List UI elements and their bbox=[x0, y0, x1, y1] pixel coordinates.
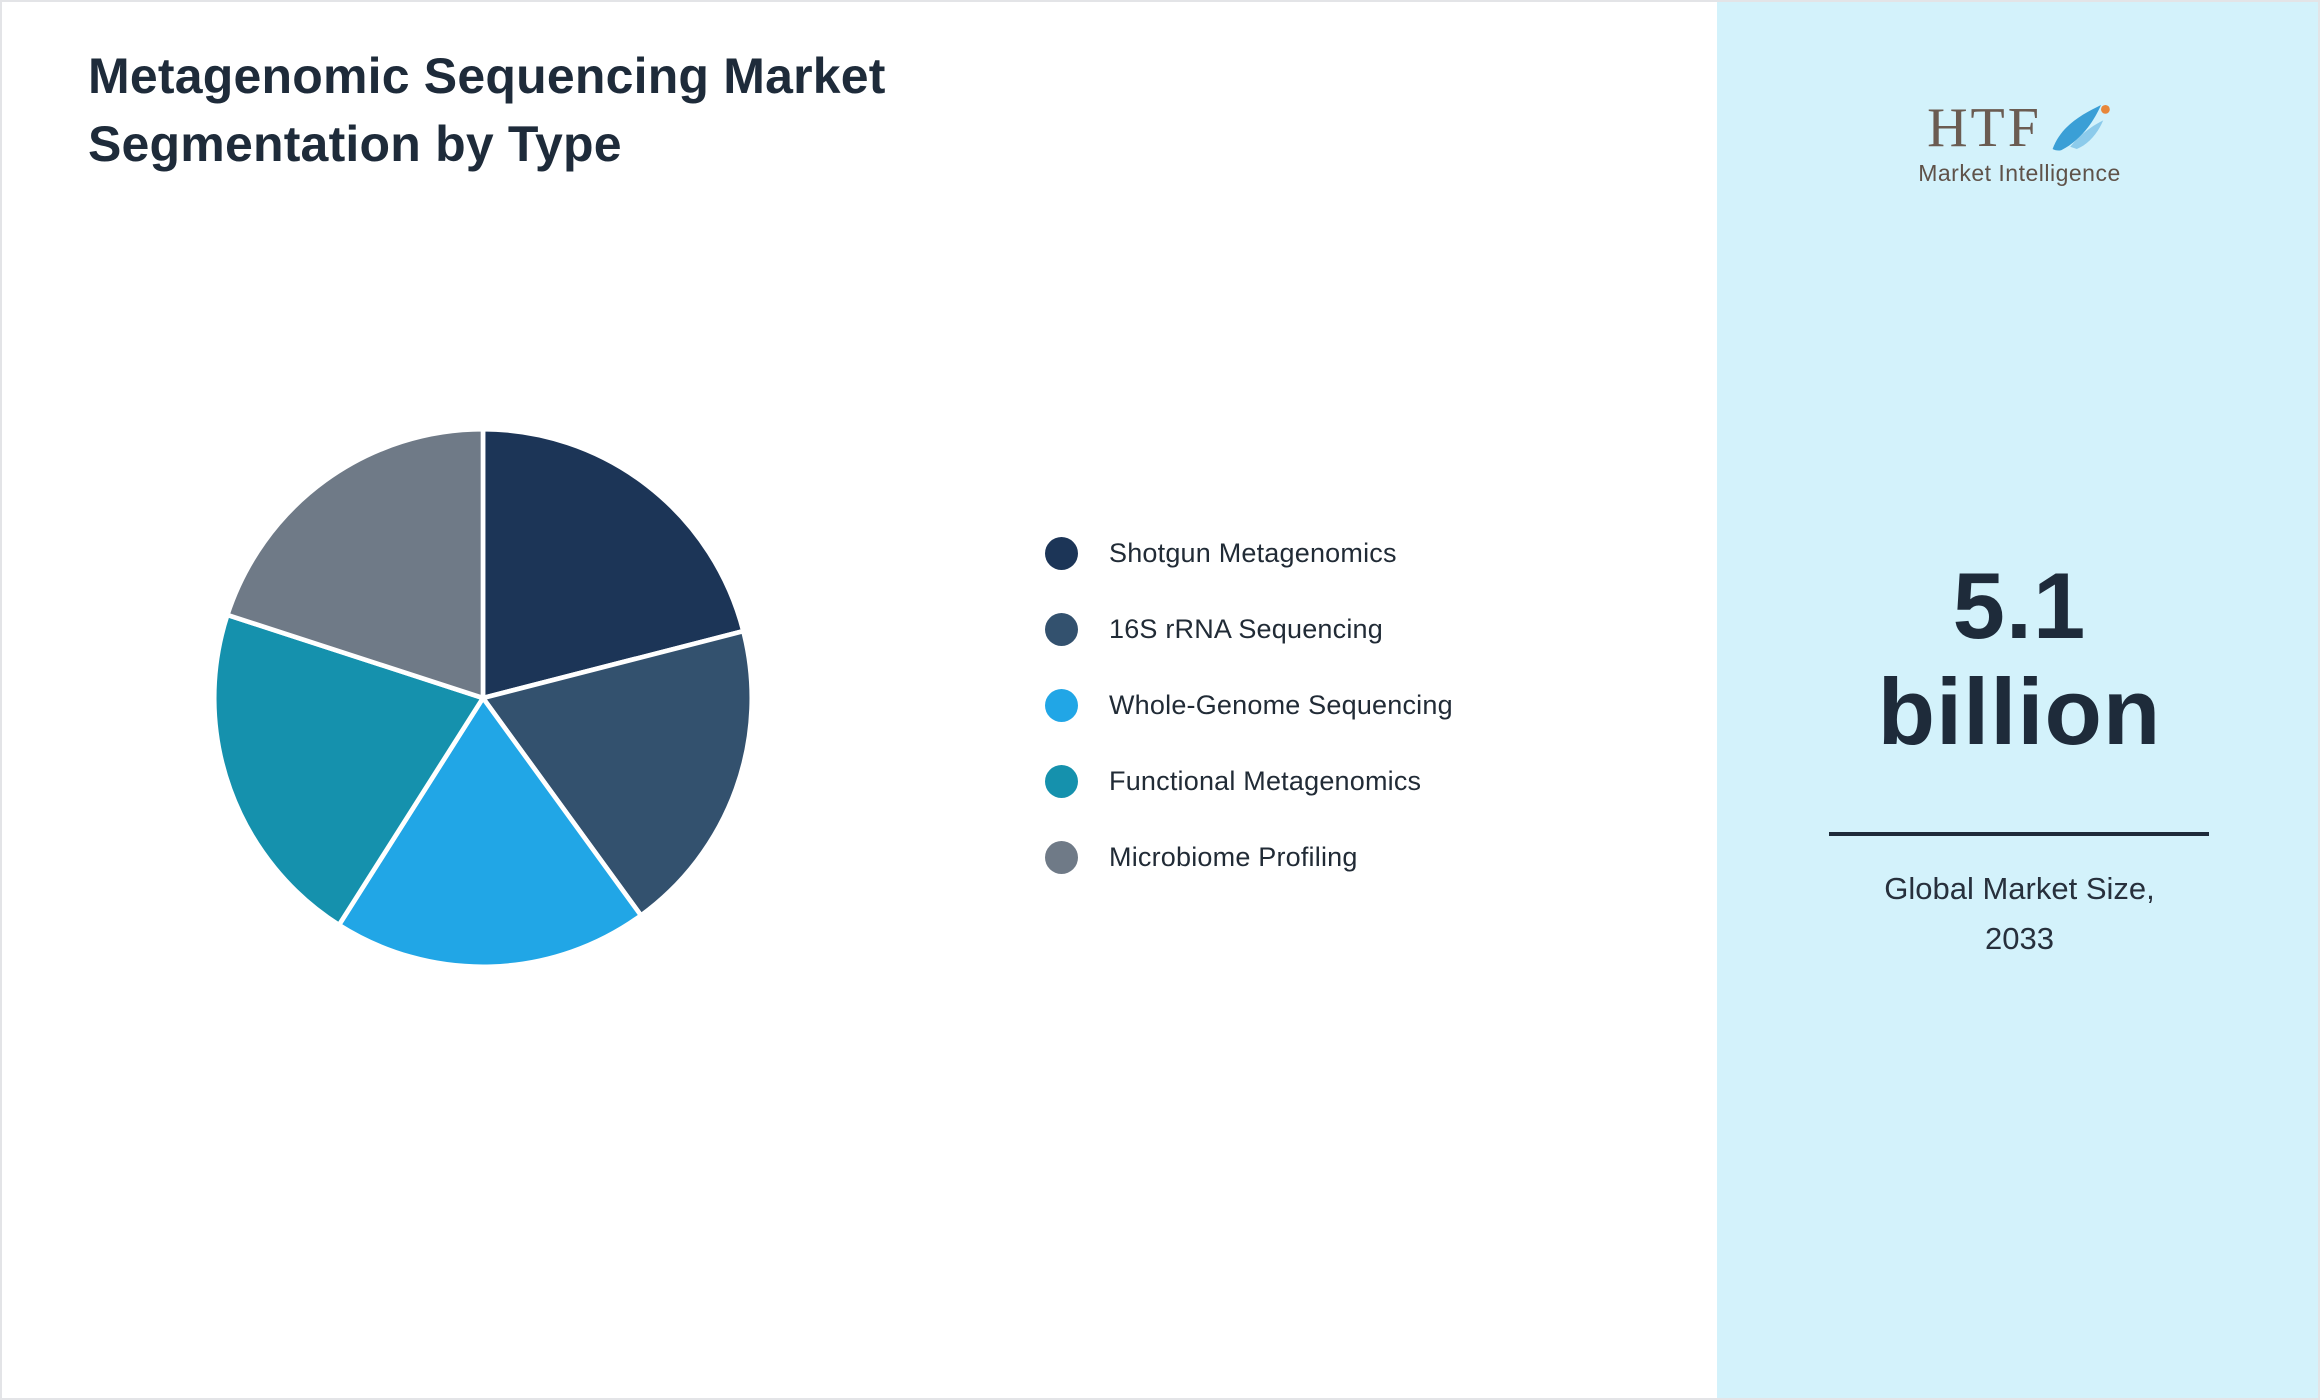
legend-label: Shotgun Metagenomics bbox=[1109, 537, 1397, 568]
chart-legend: Shotgun Metagenomics 16S rRNA Sequencing… bbox=[1045, 515, 1453, 895]
pie-chart-container bbox=[203, 418, 763, 978]
legend-label: Microbiome Profiling bbox=[1109, 841, 1358, 872]
legend-swatch-icon bbox=[1045, 612, 1078, 646]
pie-slice bbox=[225, 426, 486, 701]
legend-swatch-icon bbox=[1045, 536, 1078, 570]
page-title: Metagenomic Sequencing Market Segmentati… bbox=[88, 42, 1188, 178]
legend-label: Whole-Genome Sequencing bbox=[1109, 689, 1453, 720]
legend-item: 16S rRNA Sequencing bbox=[1045, 591, 1453, 667]
legend-swatch-icon bbox=[1045, 688, 1078, 722]
legend-item: Shotgun Metagenomics bbox=[1045, 515, 1453, 591]
right-sidebar: HTF Market Intelligence 5.1 billion Glob… bbox=[1717, 2, 2318, 1398]
brand-logo: HTF Market Intelligence bbox=[1717, 97, 2318, 187]
caption-line1: Global Market Size, bbox=[1884, 871, 2155, 906]
legend-label: Functional Metagenomics bbox=[1109, 765, 1422, 796]
page-title-line2: Segmentation by Type bbox=[88, 116, 622, 172]
legend-swatch-icon bbox=[1045, 764, 1078, 798]
pie-slice bbox=[480, 426, 746, 701]
market-size-unit: billion bbox=[1877, 659, 2162, 764]
pie-chart bbox=[211, 426, 755, 970]
logo-text: HTF bbox=[1927, 97, 2042, 159]
pie-slice bbox=[480, 628, 755, 918]
legend-swatch-icon bbox=[1045, 840, 1078, 874]
dolphin-logo-icon bbox=[2052, 105, 2110, 151]
pie-slice bbox=[336, 695, 644, 970]
market-size-number: 5.1 bbox=[1952, 553, 2087, 658]
divider-line bbox=[1829, 832, 2209, 836]
legend-item: Microbiome Profiling bbox=[1045, 819, 1453, 895]
caption-line2: 2033 bbox=[1985, 921, 2054, 956]
pie-slice bbox=[211, 612, 486, 928]
legend-item: Functional Metagenomics bbox=[1045, 743, 1453, 819]
page-title-line1: Metagenomic Sequencing Market bbox=[88, 48, 886, 104]
legend-item: Whole-Genome Sequencing bbox=[1045, 667, 1453, 743]
market-size-value: 5.1 billion bbox=[1717, 553, 2318, 765]
market-size-caption: Global Market Size, 2033 bbox=[1717, 864, 2318, 964]
logo-subtext: Market Intelligence bbox=[1918, 160, 2121, 186]
legend-label: 16S rRNA Sequencing bbox=[1109, 613, 1383, 644]
